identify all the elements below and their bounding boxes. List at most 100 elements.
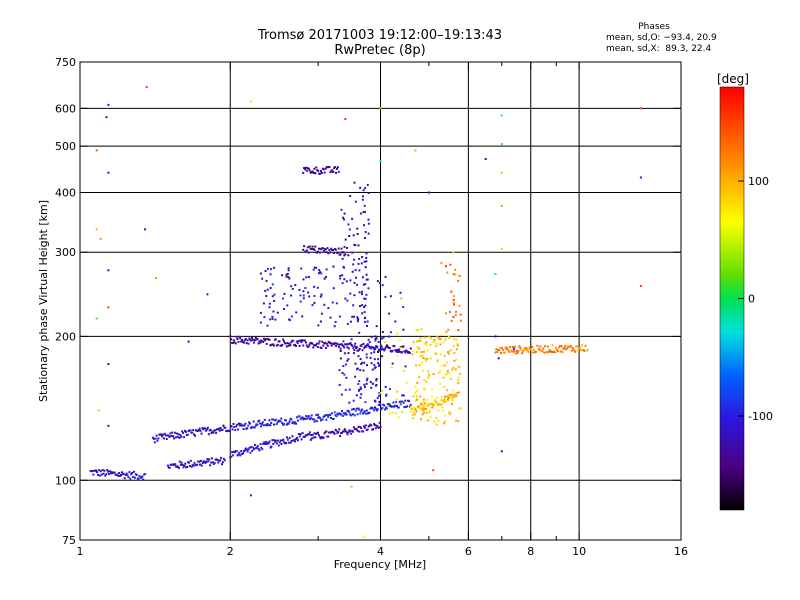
cluster-point — [446, 271, 449, 274]
cluster-point — [361, 304, 364, 307]
cluster-point — [439, 382, 441, 385]
trace-point — [376, 408, 379, 411]
phase-legend: Phases mean, sd,O: −93.4, 20.9 mean, sd,… — [606, 22, 786, 55]
cluster-point — [261, 277, 264, 280]
trace-point — [92, 473, 95, 476]
trace-point — [237, 453, 240, 456]
trace-point — [362, 342, 365, 345]
trace-point — [311, 170, 314, 173]
trace-point — [330, 247, 333, 250]
cluster-point — [412, 395, 415, 398]
trace-point — [212, 431, 215, 434]
cluster-point — [416, 346, 419, 348]
trace-point — [305, 169, 308, 172]
cluster-point — [388, 335, 390, 338]
cluster-point — [457, 279, 460, 282]
trace-point — [189, 459, 192, 462]
cluster-point — [398, 338, 401, 341]
trace-point — [305, 166, 307, 169]
trace-point — [361, 408, 364, 411]
cluster-point — [436, 360, 439, 363]
cluster-point — [343, 278, 346, 281]
trace-point — [374, 427, 377, 430]
cluster-point — [338, 369, 341, 372]
trace-point — [297, 439, 299, 442]
trace-point — [103, 469, 106, 472]
trace-point — [359, 412, 362, 415]
trace-point — [274, 338, 277, 341]
cluster-point — [273, 299, 276, 302]
trace-point — [274, 441, 277, 443]
trace-point — [193, 433, 196, 436]
trace-point — [380, 408, 383, 411]
trace-point — [272, 418, 274, 421]
trace-point — [560, 345, 563, 348]
trace-point — [372, 407, 375, 410]
trace-point — [102, 472, 105, 475]
trace-point — [247, 342, 250, 345]
cluster-point — [291, 288, 294, 290]
cluster-point — [384, 385, 387, 388]
cluster-point — [276, 311, 279, 314]
trace-point — [297, 433, 300, 435]
trace-point — [239, 454, 242, 457]
cluster-point — [352, 234, 355, 237]
trace-point — [282, 438, 285, 441]
trace-point — [283, 423, 286, 426]
cluster-point — [370, 352, 373, 355]
trace-point — [286, 436, 288, 439]
cluster-point — [402, 306, 405, 308]
trace-point — [238, 451, 241, 454]
trace-point — [299, 418, 302, 421]
trace-point — [315, 344, 317, 347]
cluster-point — [430, 395, 433, 398]
cluster-point — [400, 351, 403, 353]
trace-point — [354, 409, 357, 412]
cluster-point — [420, 418, 422, 421]
cluster-point — [366, 320, 369, 323]
cluster-point — [421, 409, 424, 412]
cluster-point — [453, 393, 456, 396]
scatter-point — [484, 158, 487, 160]
trace-point — [197, 429, 200, 432]
trace-point — [321, 247, 324, 250]
cluster-point — [419, 339, 422, 342]
trace-point — [207, 460, 210, 463]
trace-point — [500, 352, 502, 354]
trace-point — [525, 347, 528, 350]
cluster-point — [341, 274, 344, 277]
trace-point — [546, 345, 549, 348]
trace-point — [273, 344, 275, 347]
cluster-point — [365, 379, 368, 382]
trace-point — [210, 457, 213, 460]
trace-point — [443, 400, 446, 403]
cluster-point — [427, 376, 430, 379]
grid-lines — [80, 62, 681, 540]
trace-point — [320, 171, 323, 174]
trace-point — [447, 397, 450, 399]
trace-point — [319, 417, 321, 419]
trace-point — [384, 347, 387, 350]
cluster-point — [425, 381, 428, 384]
cluster-point — [438, 337, 441, 340]
cluster-point — [343, 212, 346, 215]
cluster-point — [386, 404, 389, 407]
trace-point — [263, 418, 266, 421]
trace-point — [347, 431, 350, 434]
trace-point — [152, 437, 155, 440]
cluster-point — [286, 273, 289, 275]
cluster-point — [455, 358, 458, 361]
cluster-point — [265, 295, 268, 297]
trace-point — [283, 441, 286, 444]
cluster-point — [334, 321, 337, 323]
trace-point — [413, 406, 416, 409]
trace-point — [304, 417, 307, 420]
scatter-point — [249, 100, 252, 103]
cluster-point — [419, 395, 422, 398]
trace-point — [350, 432, 353, 435]
cluster-point — [288, 277, 291, 280]
trace-point — [122, 472, 125, 475]
cluster-point — [367, 338, 370, 341]
trace-point — [377, 426, 380, 429]
trace-point — [345, 431, 348, 434]
